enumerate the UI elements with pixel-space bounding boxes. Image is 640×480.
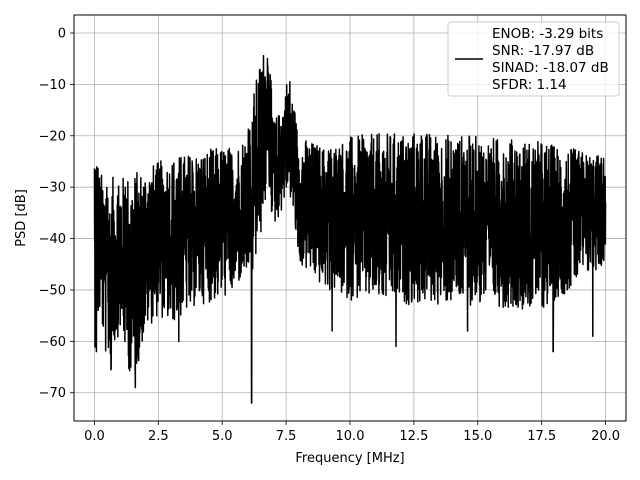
x-tick-label: 5.0: [212, 429, 233, 444]
x-tick-label: 20.0: [591, 429, 620, 444]
y-tick-label: −40: [39, 232, 66, 247]
x-tick-label: 0.0: [84, 429, 105, 444]
x-tick-label: 10.0: [336, 429, 365, 444]
x-tick-label: 7.5: [276, 429, 297, 444]
y-axis-label: PSD [dB]: [14, 189, 29, 247]
legend-sinad: SINAD: -18.07 dB: [492, 60, 609, 76]
x-tick-label: 12.5: [399, 429, 428, 444]
y-tick-label: −10: [39, 78, 66, 93]
legend-enob: ENOB: -3.29 bits: [492, 26, 603, 42]
y-tick-label: −70: [39, 386, 66, 401]
x-tick-label: 15.0: [463, 429, 492, 444]
legend-sfdr: SFDR: 1.14: [492, 77, 567, 93]
plot-area: [93, 54, 607, 404]
y-tick-label: −60: [39, 335, 66, 350]
x-tick-label: 17.5: [527, 429, 556, 444]
y-tick-label: −20: [39, 129, 66, 144]
legend-snr: SNR: -17.97 dB: [492, 43, 594, 59]
y-tick-label: −30: [39, 181, 66, 196]
x-axis-label: Frequency [MHz]: [295, 451, 404, 466]
y-axis-ticks: 0 −10 −20 −30 −40 −50 −60 −70: [39, 26, 74, 401]
y-tick-label: −50: [39, 283, 66, 298]
x-tick-label: 2.5: [148, 429, 169, 444]
legend-box: [447, 21, 620, 97]
legend: ENOB: -3.29 bits SNR: -17.97 dB SINAD: -…: [447, 21, 620, 97]
y-tick-label: 0: [58, 26, 66, 41]
x-axis-ticks: 0.0 2.5 5.0 7.5 10.0 12.5 15.0 17.5 20.0: [84, 421, 620, 444]
psd-series-line: [93, 54, 607, 404]
